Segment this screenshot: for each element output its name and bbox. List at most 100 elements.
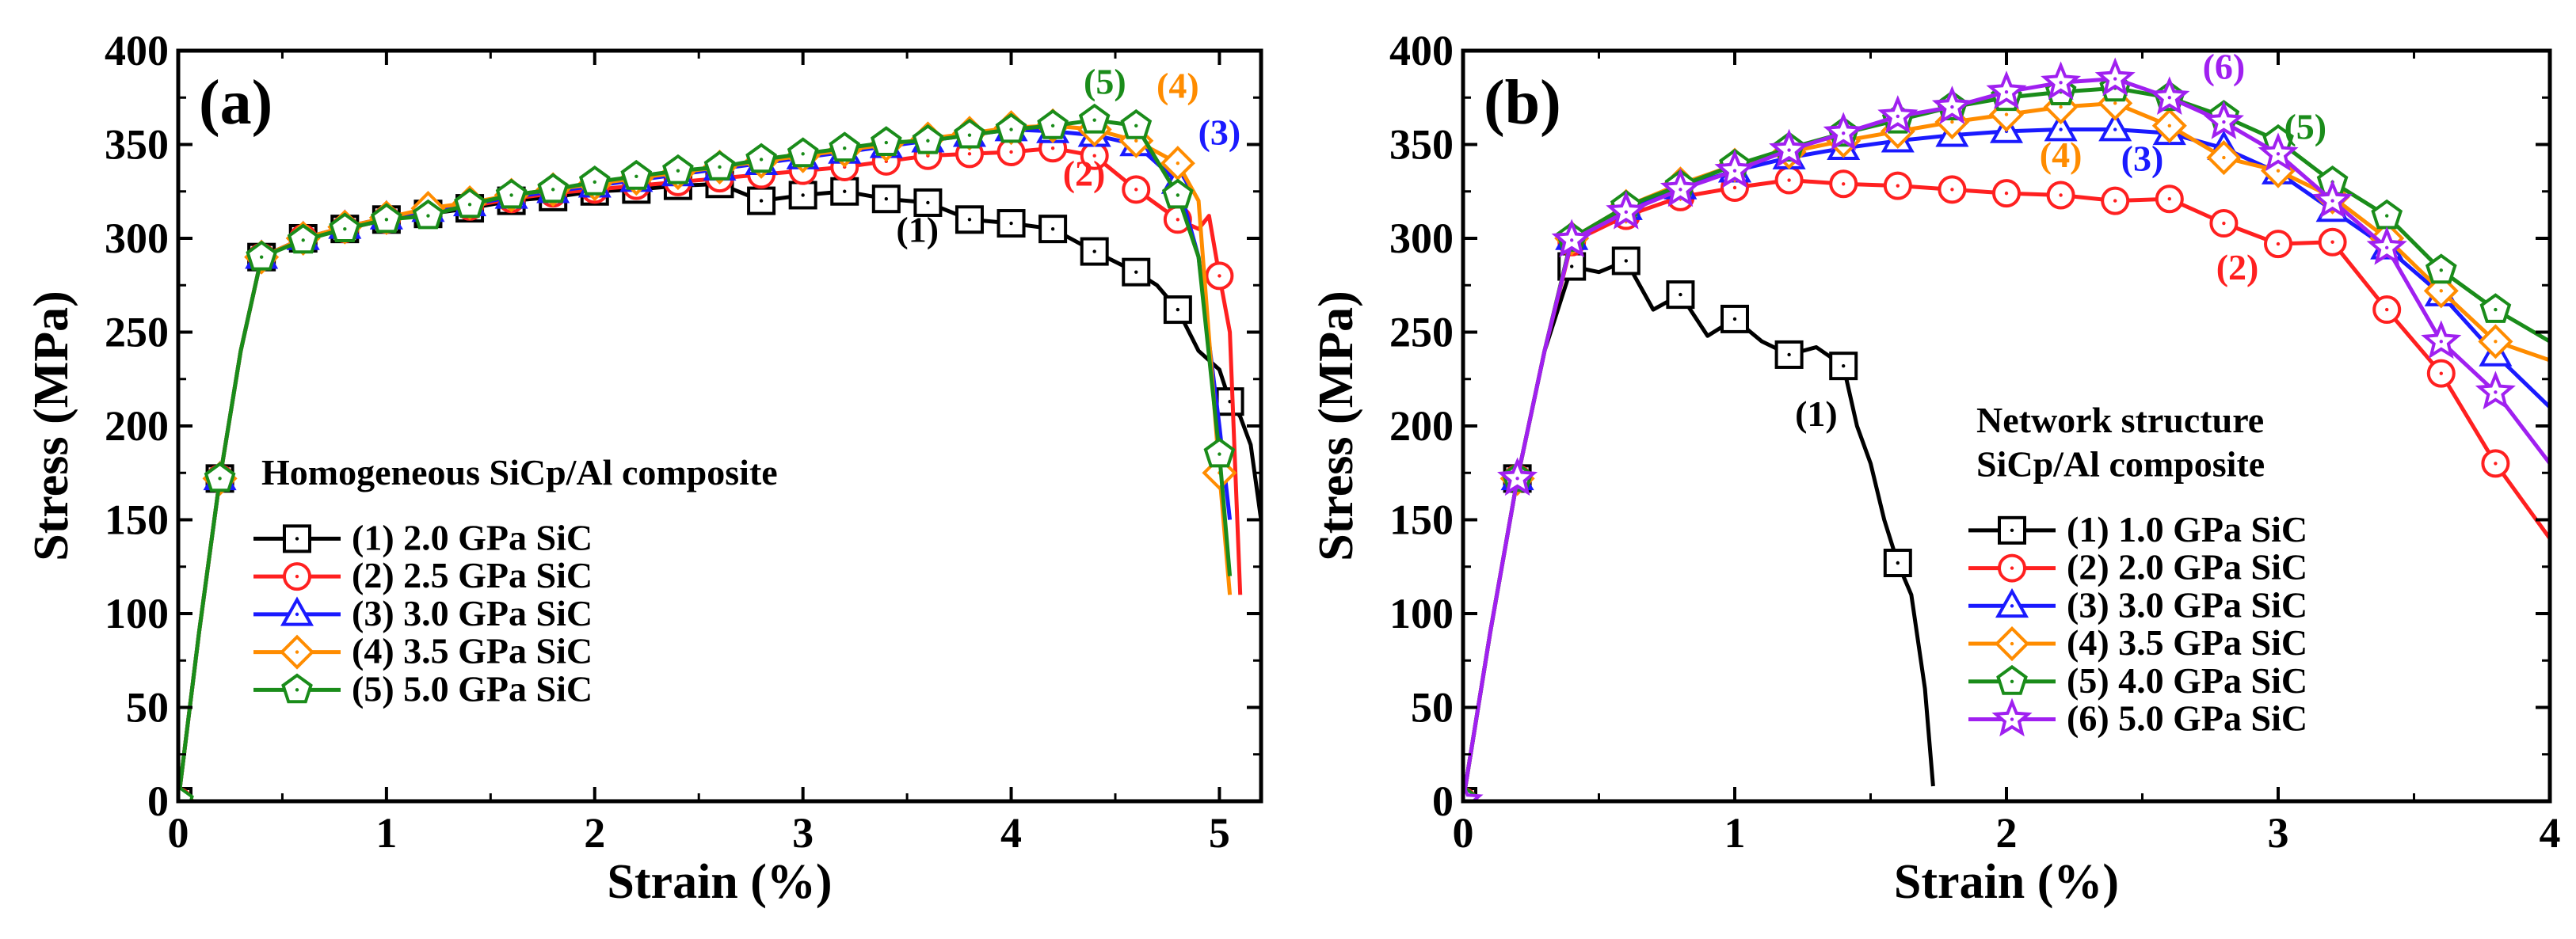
data-point-s5-12-dot xyxy=(676,169,680,173)
x-tick-label: 0 xyxy=(168,809,189,857)
curve-label-5: (5) xyxy=(1084,62,1126,102)
data-point-s5-25-dot xyxy=(1218,452,1221,456)
x-tick-label: 3 xyxy=(2268,809,2289,857)
data-point-s1-24-dot xyxy=(1176,307,1180,312)
data-point-s2-5-dot xyxy=(1732,185,1737,190)
data-point-s2-6-dot xyxy=(1787,178,1791,182)
data-point-s2-7-dot xyxy=(1842,182,1846,186)
y-tick-label: 400 xyxy=(1389,27,1454,74)
x-axis-title: Strain (%) xyxy=(607,855,832,909)
legend-title: Homogeneous SiCp/Al composite xyxy=(261,452,778,492)
data-point-s2-25-dot xyxy=(1218,274,1221,278)
data-point-s5-8-dot xyxy=(509,193,513,197)
data-point-s6-17-dot xyxy=(2385,245,2389,250)
legend-marker xyxy=(1995,587,2029,618)
curve-label-3: (3) xyxy=(2121,139,2164,179)
data-point-s4-11-dot xyxy=(2059,105,2063,109)
data-point-s5-4-dot xyxy=(343,226,347,231)
data-point-s2-8-dot xyxy=(1896,184,1900,188)
data-point-s2-13-dot xyxy=(2167,197,2171,201)
data-point-s2-24-dot xyxy=(1176,218,1180,222)
legend-marker xyxy=(280,596,314,626)
y-tick-label: 50 xyxy=(1411,684,1454,732)
legend-marker-dot xyxy=(2010,528,2014,533)
data-point-s1-2-dot xyxy=(1570,264,1574,268)
legend-marker-dot xyxy=(295,612,299,617)
data-point-s1-15-dot xyxy=(801,193,805,197)
data-point-s3-12 xyxy=(2098,112,2132,142)
data-point-s5-7-dot xyxy=(467,203,472,207)
data-point-s5-17-dot xyxy=(884,140,889,145)
data-point-s6-15-dot xyxy=(2276,152,2281,156)
y-tick-label: 100 xyxy=(105,590,169,637)
y-tick-label: 0 xyxy=(1432,777,1454,825)
x-tick-label: 4 xyxy=(2540,809,2561,857)
data-point-s6-5-dot xyxy=(1732,169,1737,173)
data-point-s1-6-dot xyxy=(1787,352,1791,357)
data-point-s4-14-dot xyxy=(2222,155,2226,160)
legend-entry: (3) 3.0 GPa SiC xyxy=(2067,584,2307,625)
legend-marker-dot xyxy=(2010,566,2014,570)
data-point-s6-3-dot xyxy=(1624,210,1628,215)
data-point-s2-12-dot xyxy=(2113,199,2117,203)
data-point-s2-19-dot xyxy=(967,152,972,156)
series-line-1 xyxy=(1463,258,1935,801)
data-point-s1-21-dot xyxy=(1050,226,1055,231)
data-point-s6-11-dot xyxy=(2059,81,2063,85)
legend-entry: (3) 3.0 GPa SiC xyxy=(352,593,593,633)
y-tick-label: 250 xyxy=(105,309,169,356)
curve-label-3: (3) xyxy=(1198,112,1241,153)
legend-entry: (5) 5.0 GPa SiC xyxy=(352,668,593,709)
data-point-s5-11-dot xyxy=(634,174,638,178)
data-point-s6-0 xyxy=(1463,780,1484,801)
data-point-s2-23-dot xyxy=(1134,188,1138,192)
y-tick-label: 400 xyxy=(105,27,169,74)
series-line-1 xyxy=(178,181,1261,801)
data-point-s2-9-dot xyxy=(1950,188,1954,192)
y-tick-label: 300 xyxy=(1389,215,1454,262)
curve-label-1: (1) xyxy=(1795,393,1838,434)
data-point-s1-22-dot xyxy=(1092,249,1096,253)
y-tick-label: 350 xyxy=(1389,121,1454,169)
curve-label-2: (2) xyxy=(2216,247,2259,287)
data-point-s5-19-dot xyxy=(967,133,972,137)
legend-entry: (4) 3.5 GPa SiC xyxy=(2067,622,2307,663)
x-tick-label: 3 xyxy=(792,809,814,857)
data-point-s6-12-dot xyxy=(2113,77,2117,81)
data-point-s5-5-dot xyxy=(384,218,389,222)
data-point-s6-2-dot xyxy=(1570,238,1574,242)
data-point-s5-23-dot xyxy=(1134,124,1138,127)
data-point-s6-6-dot xyxy=(1787,148,1791,152)
data-point-s5-24-dot xyxy=(1176,193,1180,197)
data-point-s1-18-dot xyxy=(926,200,930,205)
y-axis-title: Stress (MPa) xyxy=(25,291,78,561)
data-point-s1-17-dot xyxy=(884,197,889,201)
data-point-s5-15-dot xyxy=(801,152,805,156)
legend-marker-dot xyxy=(295,537,299,541)
data-point-s4-15-dot xyxy=(2276,169,2281,173)
data-point-s5-16-dot xyxy=(843,146,847,150)
data-point-s5-18-dot xyxy=(926,139,930,143)
x-tick-label: 0 xyxy=(1453,809,1474,857)
data-point-s5-3-dot xyxy=(301,238,305,242)
data-point-s4-12-dot xyxy=(2113,101,2117,105)
y-tick-label: 200 xyxy=(1389,402,1454,450)
curve-label-1: (1) xyxy=(896,210,939,250)
data-point-s2-22-dot xyxy=(1092,154,1096,158)
data-point-s4-19-dot xyxy=(2494,340,2498,344)
data-point-s6-19-dot xyxy=(2494,390,2498,394)
data-point-s1-4-dot xyxy=(1679,292,1682,297)
y-tick-label: 150 xyxy=(105,496,169,544)
data-point-s3-11 xyxy=(2044,112,2078,142)
data-point-s2-16-dot xyxy=(2330,240,2334,244)
data-point-s4-9-dot xyxy=(1950,120,1954,124)
legend-title: SiCp/Al composite xyxy=(1976,443,2265,484)
data-point-s6-4-dot xyxy=(1679,188,1682,192)
data-point-s2-17-dot xyxy=(2385,307,2389,312)
data-point-s5-22-dot xyxy=(1092,118,1096,122)
x-tick-label: 2 xyxy=(1996,809,2018,857)
data-point-s5-21-dot xyxy=(1050,124,1055,127)
